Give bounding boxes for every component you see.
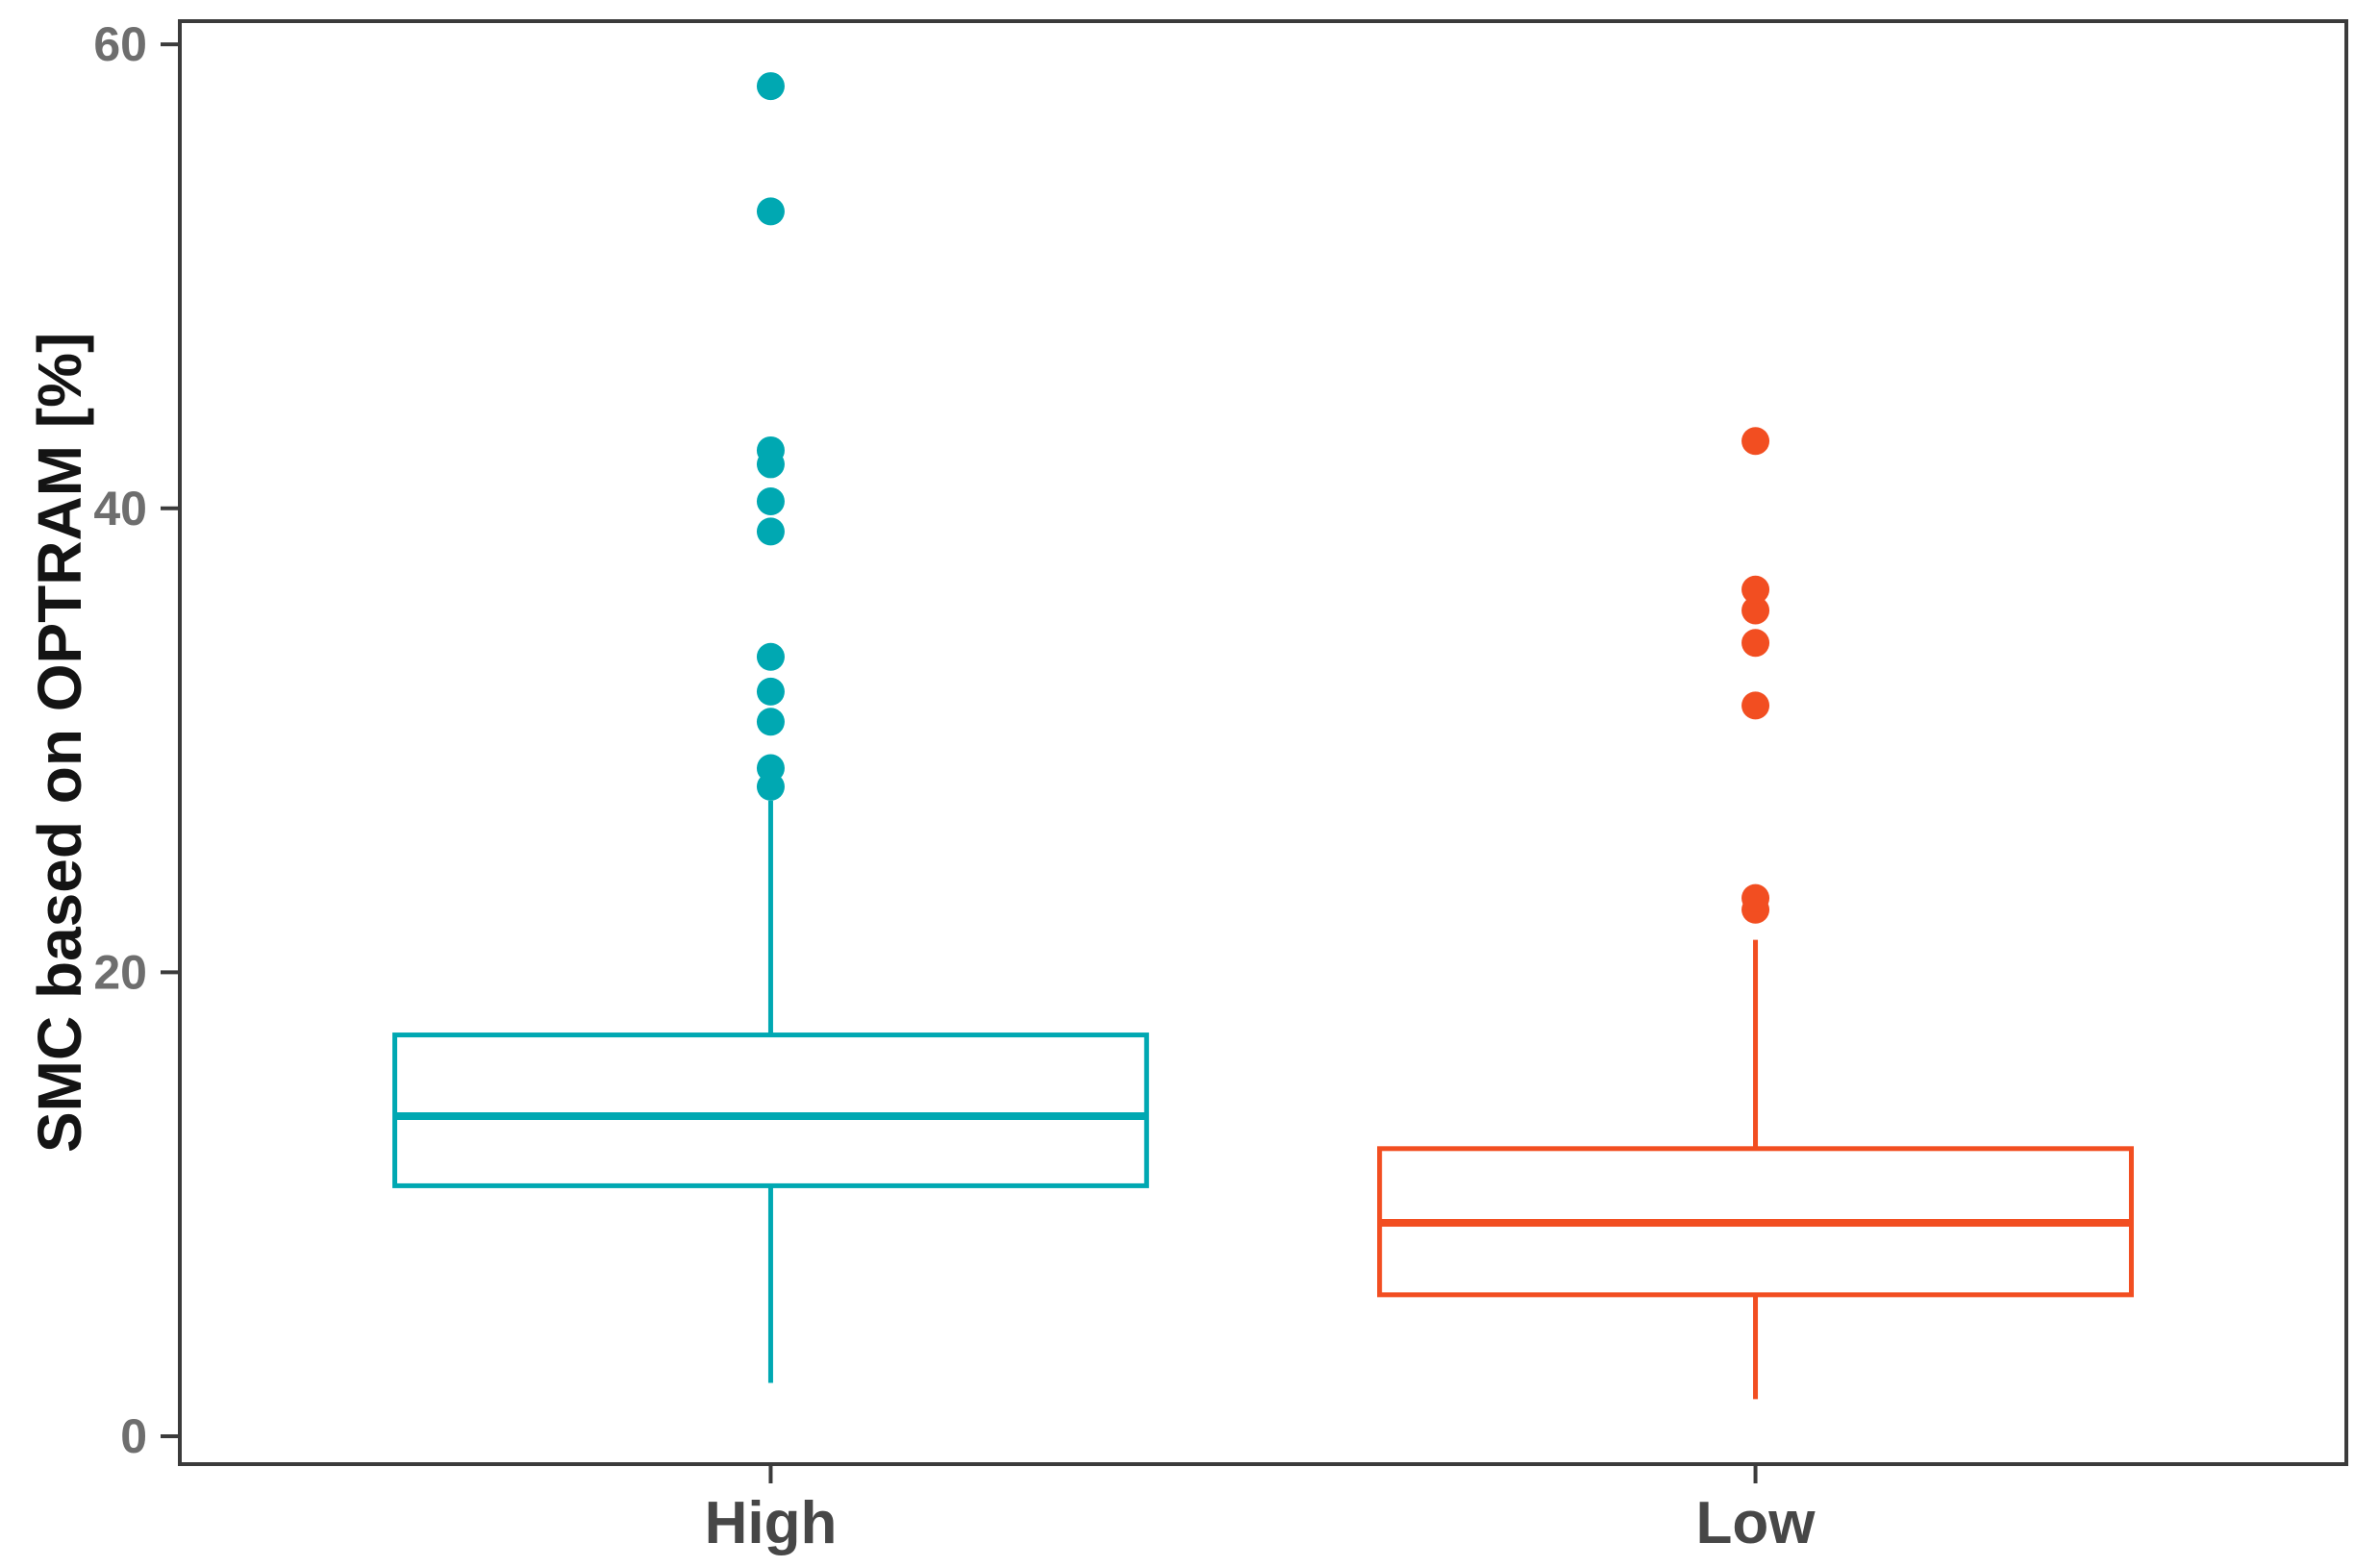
outlier-point-low [1741, 691, 1770, 720]
outlier-point-high [756, 435, 785, 464]
outlier-point-low [1741, 427, 1770, 456]
panel-border [178, 19, 2348, 1466]
outlier-point-high [756, 72, 785, 101]
outlier-point-high [756, 487, 785, 516]
outlier-point-low [1741, 596, 1770, 625]
outlier-point-high [756, 642, 785, 671]
outlier-point-high [756, 754, 785, 783]
outlier-point-low [1741, 883, 1770, 912]
y-tick-label: 60 [93, 17, 147, 71]
box-high [392, 1032, 1149, 1188]
y-tick-label: 40 [93, 482, 147, 535]
outlier-point-high [756, 517, 785, 546]
x-category-label-high: High [705, 1490, 838, 1556]
outlier-point-low [1741, 629, 1770, 658]
outlier-point-high [756, 677, 785, 706]
outlier-point-low [1741, 575, 1770, 604]
y-tick-label: 0 [120, 1409, 147, 1463]
y-tick-label: 20 [93, 945, 147, 999]
outlier-point-high [756, 197, 785, 226]
outlier-point-high [756, 708, 785, 736]
x-category-label-low: Low [1696, 1490, 1816, 1556]
